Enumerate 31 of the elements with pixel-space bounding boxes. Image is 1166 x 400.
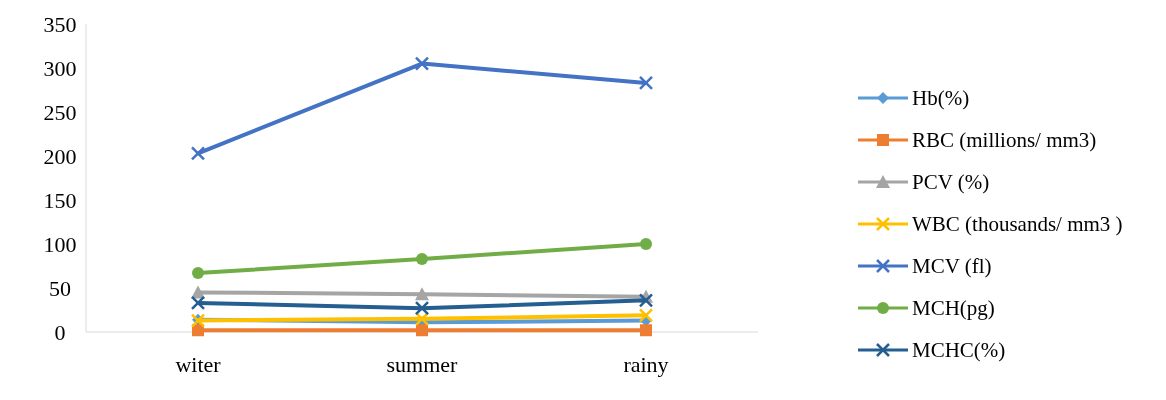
point [638, 308, 654, 323]
point [414, 300, 430, 316]
y-tick-label: 250 [43, 99, 77, 125]
y-tick-label: 300 [43, 55, 77, 81]
point [415, 287, 429, 301]
y-tick-label: 100 [43, 231, 77, 257]
point [190, 295, 206, 311]
legend-label: MCV (fl) [912, 254, 992, 279]
legend-label: RBC (millions/ mm3) [912, 128, 1097, 153]
point [416, 324, 428, 337]
point [416, 252, 428, 265]
point [414, 56, 430, 71]
y-tick-label: 350 [43, 11, 77, 37]
point [638, 293, 654, 308]
y-tick-label: 200 [43, 143, 77, 169]
y-tick-label: 150 [43, 187, 77, 213]
legend-label: MCHC(%) [912, 338, 1006, 363]
x-tick-label: rainy [623, 352, 669, 377]
point [638, 75, 654, 91]
legend-label: WBC (thousands/ mm3 ) [912, 212, 1123, 237]
x-tick-label: summer [386, 352, 459, 377]
point [640, 238, 652, 250]
legend-label: Hb(%) [912, 86, 970, 111]
point [190, 146, 206, 161]
legend-label: PCV (%) [912, 170, 990, 195]
y-tick-label: 0 [54, 319, 66, 345]
point [192, 267, 204, 280]
legend-label: MCH(pg) [912, 296, 995, 321]
y-tick-label: 50 [49, 275, 71, 301]
point [640, 324, 652, 337]
x-tick-label: witer [175, 352, 222, 377]
